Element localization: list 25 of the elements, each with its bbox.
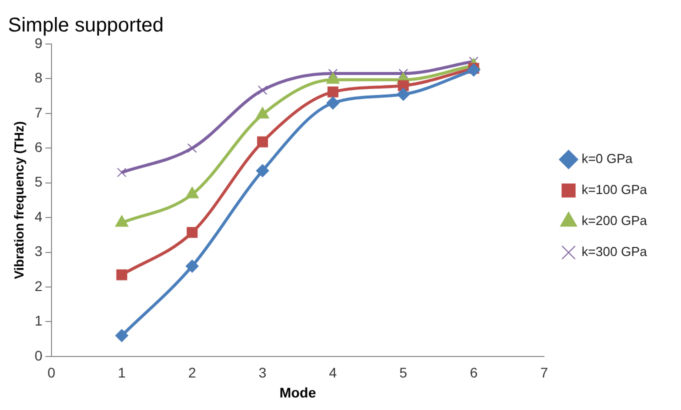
x-tick-label: 0	[47, 364, 56, 381]
x-tick-label: 4	[329, 364, 338, 381]
x-tick-label: 3	[258, 364, 267, 381]
x-tick-label: 7	[540, 364, 548, 381]
legend-label: k=300 GPa	[582, 244, 648, 260]
y-tick-label: 3	[34, 243, 43, 260]
y-tick-label: 5	[34, 174, 43, 190]
y-tick-label: 0	[34, 347, 43, 364]
x-tick-label: 6	[470, 364, 478, 381]
legend-label: k=0 GPa	[582, 151, 634, 166]
x-tick-label: 2	[188, 364, 196, 381]
x-tick-label: 5	[399, 364, 408, 381]
y-tick-label: 4	[34, 208, 43, 224]
y-tick-label: 2	[34, 278, 43, 294]
x-axis-title: Mode	[279, 384, 316, 400]
y-tick-label: 1	[34, 312, 43, 329]
legend-label: k=100 GPa	[582, 182, 648, 198]
chart-title: Simple supported	[8, 14, 164, 37]
y-tick-label: 8	[34, 70, 43, 86]
y-tick-label: 9	[34, 34, 43, 51]
legend-label: k=200 GPa	[582, 213, 648, 228]
x-tick-label: 1	[118, 364, 126, 381]
y-tick-label: 7	[34, 104, 43, 120]
y-tick-label: 6	[34, 138, 43, 155]
y-axis-title: Vibration frequency (THz)	[11, 121, 26, 280]
